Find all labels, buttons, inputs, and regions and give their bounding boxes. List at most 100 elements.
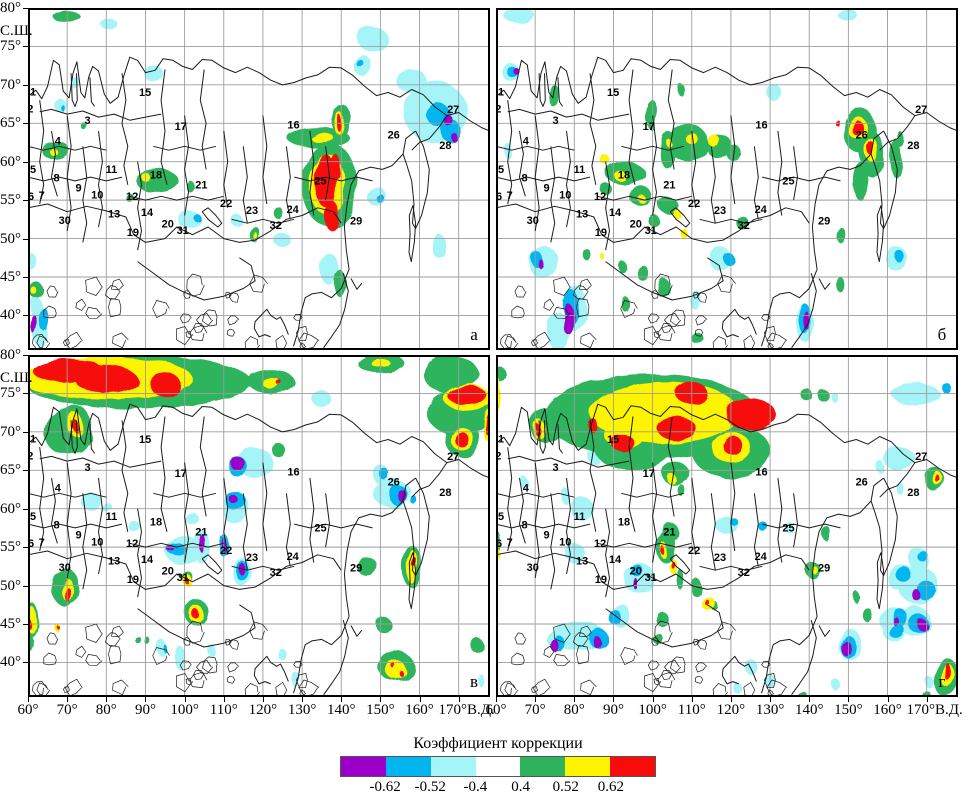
contour-blob-yellow: [707, 134, 720, 146]
lon-tick-mark: [184, 697, 186, 702]
lon-tick-label: 70°: [524, 702, 546, 718]
lon-tick-label: 140°: [794, 702, 824, 718]
region-label-11: 11: [574, 511, 586, 523]
region-label-29: 29: [818, 563, 830, 575]
region-label-9: 9: [543, 530, 549, 542]
contour-blobs: [28, 355, 490, 688]
contour-blob-red: [400, 670, 404, 677]
lat-tick-mark: [23, 508, 28, 510]
contour-blob-cyan: [274, 232, 291, 248]
lon-tick-mark: [223, 697, 225, 702]
panel-frame: [496, 8, 958, 350]
region-label-17: 17: [175, 468, 187, 480]
contour-blob-blue: [192, 213, 201, 221]
lat-tick-label: 50°: [0, 577, 21, 594]
region-label-3: 3: [84, 115, 90, 127]
contour-blob-blue: [379, 468, 390, 480]
panel-letter-g: г: [939, 672, 946, 691]
lon-tick-mark: [770, 697, 772, 702]
region-label-22: 22: [688, 545, 700, 557]
contour-blob-purple: [562, 303, 575, 335]
region-label-9: 9: [75, 530, 81, 542]
lat-tick-mark: [23, 200, 28, 202]
lon-tick-label: 110°: [677, 702, 706, 718]
panel-letter-v: в: [470, 672, 478, 691]
region-label-14: 14: [609, 207, 622, 219]
region-label-10: 10: [559, 189, 571, 201]
lon-tick-label: 130°: [755, 702, 785, 718]
region-label-23: 23: [714, 205, 726, 217]
contour-blob-green: [852, 161, 868, 201]
region-label-18: 18: [150, 169, 162, 181]
legend-cell-red: [610, 757, 656, 776]
contour-blob-cyan: [127, 519, 140, 532]
lat-tick-label: 60°: [0, 153, 21, 170]
lon-tick-mark: [341, 697, 343, 702]
contour-blobs: [496, 366, 958, 697]
contour-blob-red: [275, 379, 282, 385]
region-label-6: 6: [496, 538, 502, 550]
lon-tick-label: 60°: [485, 702, 507, 718]
region-label-21: 21: [663, 179, 675, 191]
contour-blob-cyan: [229, 213, 242, 226]
contour-blob-blue: [940, 382, 951, 393]
legend-cell-green: [520, 757, 566, 776]
region-label-32: 32: [738, 220, 750, 232]
contour-blob-purple: [891, 615, 898, 625]
contour-blob-green: [821, 524, 829, 540]
map-borders: [496, 56, 958, 350]
lon-tick-label: 150°: [834, 702, 863, 718]
region-label-3: 3: [84, 462, 90, 474]
region-label-12: 12: [594, 191, 606, 203]
region-label-21: 21: [195, 526, 207, 538]
lat-tick-mark: [23, 238, 28, 240]
lat-tick-label: 70°: [0, 423, 21, 440]
region-label-1: 1: [30, 86, 36, 98]
contour-blob-cyan: [278, 648, 287, 661]
region-label-3: 3: [552, 462, 558, 474]
region-label-1: 1: [498, 433, 504, 445]
contour-blob-purple: [31, 314, 37, 334]
region-label-14: 14: [141, 207, 154, 219]
contour-blob-green: [690, 577, 701, 597]
lon-tick-mark: [691, 697, 693, 702]
contour-blob-green: [134, 635, 141, 644]
contour-blob-yellow: [49, 147, 58, 156]
lat-tick-label: 65°: [0, 462, 21, 479]
legend-cell-cyan: [430, 757, 476, 776]
contour-blob-red: [392, 663, 396, 670]
contour-blob-blue: [427, 104, 451, 128]
panel-g: 1 2 3 4 5 6 7 8 9 10 11 12 13 14 15 16 17 18 19 20 21 22 23 24 2…: [496, 355, 958, 697]
region-label-28: 28: [907, 140, 919, 152]
lon-tick-label: 60°: [17, 702, 39, 718]
contour-blob-purple: [451, 132, 457, 142]
contour-blob-cyan: [208, 645, 216, 657]
panel-a: 1 2 3 4 5 6 7 8 9 10 11 12 13 14 15 16 17 18 19 20 21 22 23 24 2…: [28, 8, 490, 350]
legend-tick-label: 0.52: [552, 779, 579, 794]
region-label-23: 23: [246, 552, 258, 564]
contour-blob-green: [629, 186, 653, 206]
contour-blob-yellow: [600, 155, 611, 165]
region-label-27: 27: [915, 451, 927, 463]
contour-blob-cyan: [519, 476, 528, 488]
region-label-32: 32: [270, 220, 282, 232]
contour-blob-green: [817, 389, 829, 401]
lon-tick-mark: [613, 697, 615, 702]
region-label-3: 3: [552, 115, 558, 127]
contour-blob-blue: [889, 624, 906, 640]
region-label-19: 19: [595, 574, 607, 586]
contour-blob-blue: [631, 564, 643, 576]
lat-tick-label: 70°: [0, 76, 21, 93]
contour-blob-green: [549, 84, 560, 108]
lat-axis-name: С.Ш.: [0, 23, 33, 39]
region-label-29: 29: [350, 216, 362, 228]
contour-blob-yellow: [812, 566, 818, 574]
region-label-28: 28: [439, 140, 451, 152]
region-label-31: 31: [645, 225, 657, 237]
region-label-11: 11: [106, 511, 118, 523]
lon-tick-mark: [106, 697, 108, 702]
contour-blob-yellow: [601, 254, 606, 261]
contour-blob-cyan: [924, 675, 933, 688]
